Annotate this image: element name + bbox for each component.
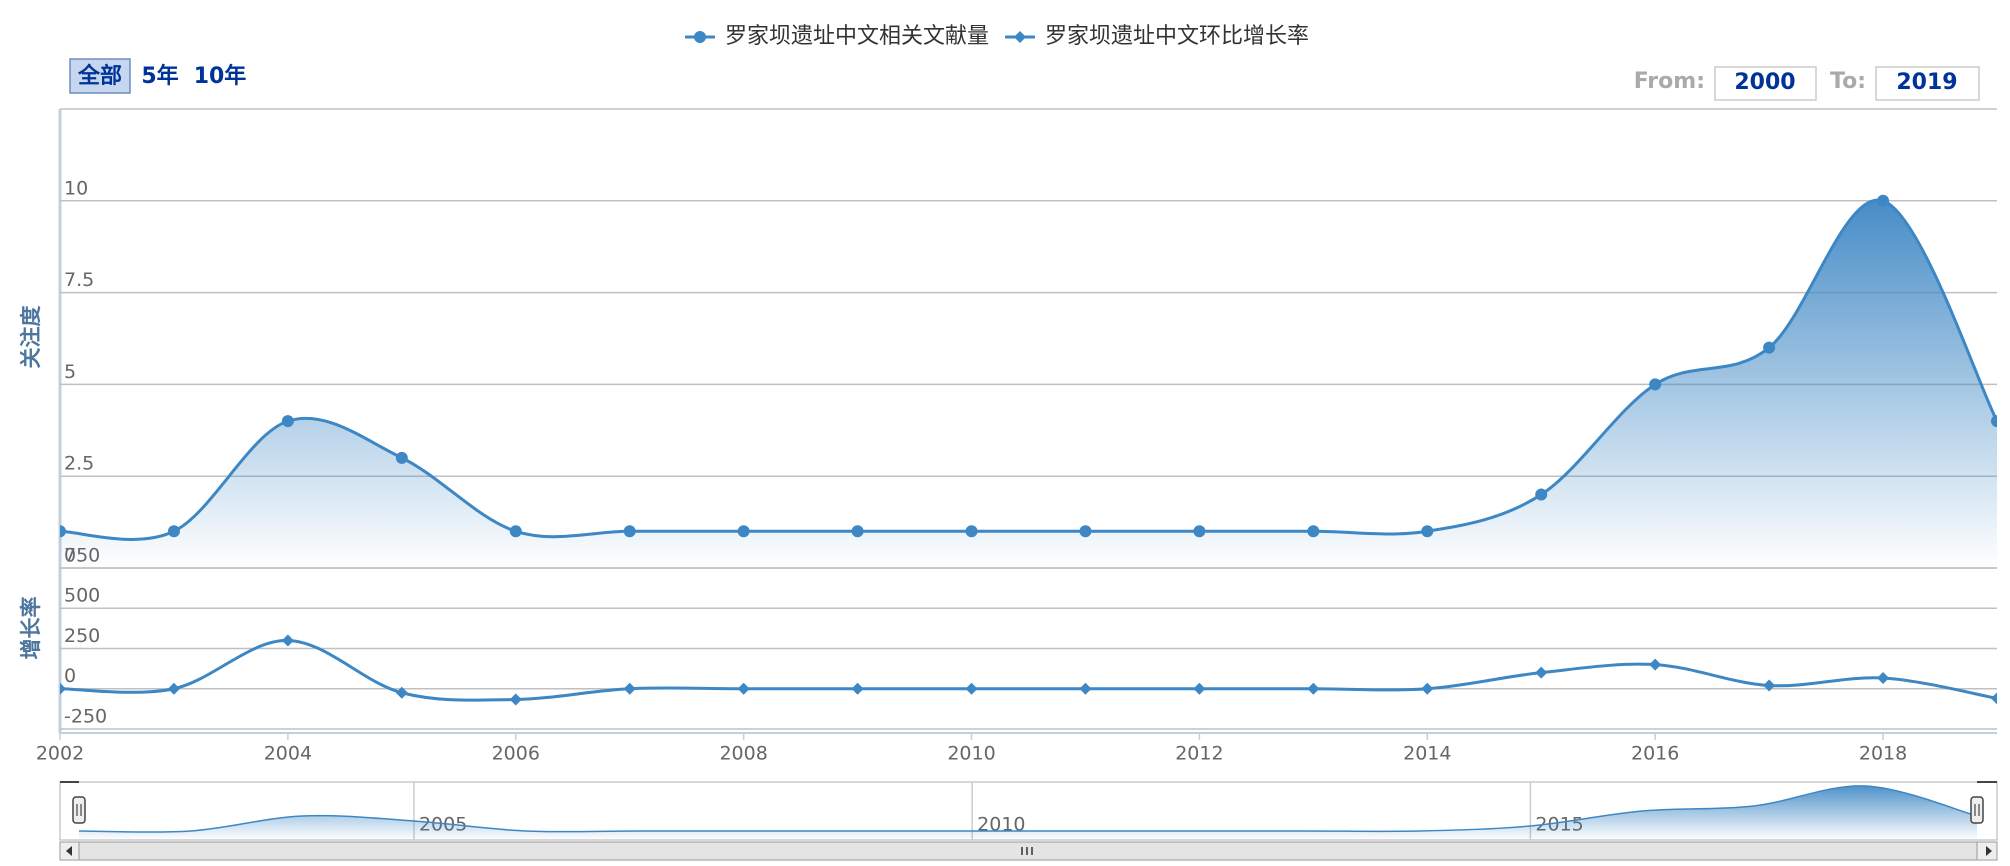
legend-label[interactable]: 罗家坝遗址中文相关文献量 <box>725 24 989 49</box>
point-marker <box>395 686 408 699</box>
to-label: To: <box>1830 69 1866 94</box>
navigator-line <box>78 785 1978 833</box>
y-tick-label: -250 <box>64 705 107 727</box>
x-tick-label: 2016 <box>1631 743 1679 765</box>
scrollbar-thumb[interactable] <box>78 841 1978 861</box>
area <box>60 199 1997 569</box>
point-marker <box>1535 666 1548 679</box>
legend-label[interactable]: 罗家坝遗址中文环比增长率 <box>1045 24 1309 49</box>
to-value[interactable]: 2019 <box>1896 70 1957 95</box>
point-marker <box>1991 415 1997 428</box>
y-tick-label: 5 <box>64 361 76 383</box>
y-tick-label: 500 <box>64 585 100 607</box>
navigator-handle[interactable] <box>72 796 86 824</box>
y-tick-label: 2.5 <box>64 453 94 475</box>
range-button[interactable]: 10年 <box>194 63 247 89</box>
point-marker <box>851 525 864 538</box>
to-input[interactable] <box>1875 66 1980 101</box>
legend-marker <box>694 31 706 43</box>
scroll-left[interactable] <box>66 846 72 856</box>
point-marker <box>1763 341 1776 354</box>
point-marker <box>281 634 294 647</box>
point-marker <box>167 682 180 695</box>
x-tick-label: 2014 <box>1403 743 1451 765</box>
y-tick-label: 0 <box>64 665 76 687</box>
point-marker <box>1193 525 1206 538</box>
point-marker <box>1649 378 1662 391</box>
point-marker <box>1535 488 1548 501</box>
point-marker <box>60 525 66 538</box>
x-tick-label: 2010 <box>947 743 995 765</box>
point-marker <box>1877 194 1890 207</box>
y2-axis-title: 增长率 <box>19 597 43 660</box>
point-marker <box>1307 525 1320 538</box>
x-tick-label: 2008 <box>719 743 767 765</box>
point-marker <box>1763 679 1776 692</box>
point-marker <box>1307 682 1320 695</box>
x-tick-label: 2018 <box>1859 743 1907 765</box>
y-tick-label: 10 <box>64 177 88 199</box>
point-marker <box>965 682 978 695</box>
point-marker <box>737 525 750 538</box>
x-tick-label: 2002 <box>36 743 84 765</box>
point-marker <box>395 451 408 464</box>
point-marker <box>851 682 864 695</box>
point-marker <box>1079 682 1092 695</box>
legend-marker <box>1014 31 1027 43</box>
from-value[interactable]: 2000 <box>1734 70 1795 95</box>
point-marker <box>965 525 978 538</box>
range-button[interactable]: 全部 <box>77 63 122 89</box>
navigator-area <box>79 785 1977 840</box>
range-button-bg[interactable] <box>69 58 131 94</box>
point-marker <box>281 415 294 428</box>
point-marker <box>1649 658 1662 671</box>
scrollbar-grip <box>1021 847 1033 855</box>
point-marker <box>1877 671 1890 684</box>
handle-grip <box>1974 804 1980 816</box>
point-marker <box>60 682 66 695</box>
y-tick-label: 250 <box>64 625 100 647</box>
point-marker <box>1193 682 1206 695</box>
series-line <box>60 198 1997 541</box>
scroll-right[interactable] <box>1986 846 1992 856</box>
x-tick-label: 2006 <box>492 743 540 765</box>
navigator-handle[interactable] <box>1970 796 1984 824</box>
from-label: From: <box>1634 69 1705 94</box>
point-marker <box>509 693 522 706</box>
navigator-tick-label: 2010 <box>977 814 1025 836</box>
x-tick-label: 2004 <box>264 743 312 765</box>
point-marker <box>1421 682 1434 695</box>
range-button[interactable]: 5年 <box>141 63 178 89</box>
point-marker <box>623 682 636 695</box>
point-marker <box>167 525 180 538</box>
x-tick-label: 2012 <box>1175 743 1223 765</box>
point-marker <box>623 525 636 538</box>
handle-grip <box>76 804 82 816</box>
series-line <box>60 638 1997 702</box>
point-marker <box>1079 525 1092 538</box>
y-tick-label: 7.5 <box>64 269 94 291</box>
y-axis-title: 关注度 <box>19 306 43 369</box>
point-marker <box>737 682 750 695</box>
point-marker <box>1991 692 1997 705</box>
point-marker <box>1421 525 1434 538</box>
from-input[interactable] <box>1714 66 1817 101</box>
point-marker <box>509 525 522 538</box>
